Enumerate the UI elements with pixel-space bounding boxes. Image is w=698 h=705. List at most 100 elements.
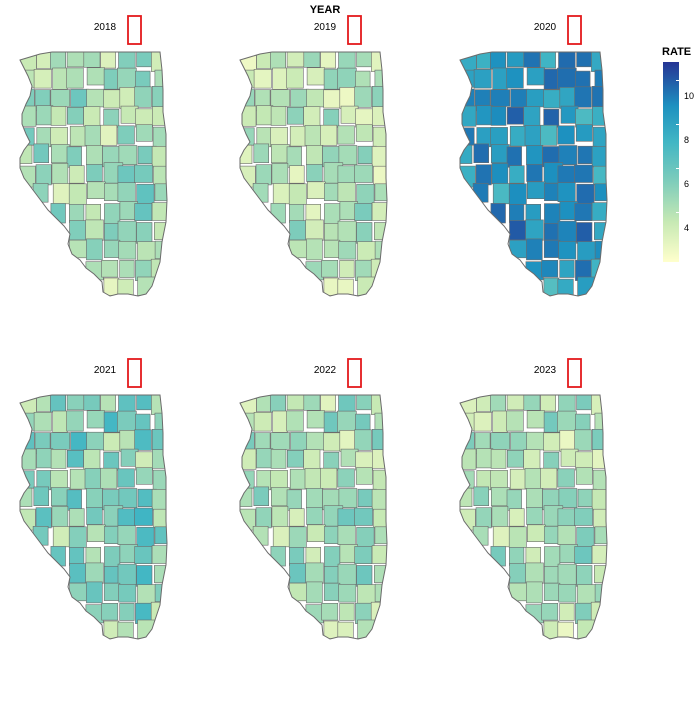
county xyxy=(69,125,87,147)
county xyxy=(523,395,541,411)
county xyxy=(591,429,607,451)
county xyxy=(526,67,545,86)
county xyxy=(305,604,324,624)
county xyxy=(575,108,593,128)
county xyxy=(338,145,358,166)
state-outline xyxy=(459,394,608,640)
county xyxy=(557,165,575,185)
county xyxy=(594,183,607,202)
county xyxy=(153,508,167,529)
county xyxy=(374,183,387,202)
county xyxy=(540,124,558,146)
county xyxy=(543,451,560,471)
county xyxy=(371,489,387,511)
county xyxy=(489,52,506,70)
county xyxy=(320,52,336,69)
panel-2023: 2023 xyxy=(440,358,650,705)
county xyxy=(356,565,373,587)
county xyxy=(152,449,167,469)
county xyxy=(135,108,153,128)
county xyxy=(118,583,137,603)
county xyxy=(103,277,120,296)
county xyxy=(558,488,578,509)
county xyxy=(460,52,477,73)
county xyxy=(135,467,153,485)
county xyxy=(354,86,372,108)
county xyxy=(87,181,106,200)
county xyxy=(559,260,575,278)
county xyxy=(66,410,84,432)
county xyxy=(67,450,84,468)
county xyxy=(321,259,339,278)
county xyxy=(557,220,577,243)
county xyxy=(286,489,302,511)
panel-title: 2018 xyxy=(93,22,117,33)
county xyxy=(134,546,153,564)
state-outline xyxy=(239,394,388,640)
county xyxy=(490,127,508,147)
county xyxy=(356,526,375,549)
county xyxy=(526,238,543,261)
county xyxy=(135,124,153,142)
county xyxy=(337,410,357,433)
panel-2020: 2020 xyxy=(440,15,650,362)
county xyxy=(525,219,544,241)
county xyxy=(507,450,524,468)
county xyxy=(151,489,167,511)
county xyxy=(355,413,371,432)
county xyxy=(289,547,305,566)
county xyxy=(103,582,121,601)
county xyxy=(591,86,607,108)
county xyxy=(287,107,304,125)
county xyxy=(526,581,543,604)
county xyxy=(460,105,477,127)
county xyxy=(492,183,511,205)
county xyxy=(523,52,541,68)
county xyxy=(323,239,341,258)
county xyxy=(103,432,123,452)
county xyxy=(525,261,544,281)
county xyxy=(255,164,272,186)
county xyxy=(87,524,106,543)
county xyxy=(103,239,121,258)
county xyxy=(286,410,304,432)
county xyxy=(323,89,343,109)
county xyxy=(20,144,33,164)
county xyxy=(33,69,52,89)
county xyxy=(476,105,494,126)
county xyxy=(357,241,378,262)
county xyxy=(509,547,525,566)
county xyxy=(508,526,527,548)
county xyxy=(506,146,522,168)
county xyxy=(104,183,120,202)
county xyxy=(558,52,576,71)
county xyxy=(574,86,592,108)
county xyxy=(475,507,492,529)
county xyxy=(356,183,375,206)
county xyxy=(544,546,561,568)
county xyxy=(320,124,338,146)
county xyxy=(271,506,289,528)
panel-2021: 2021 xyxy=(0,358,210,705)
legend-tick-label: 10 xyxy=(684,91,695,101)
county xyxy=(50,432,71,450)
county xyxy=(575,451,593,471)
county xyxy=(20,448,37,470)
county-map xyxy=(459,358,608,640)
county xyxy=(134,203,153,221)
county xyxy=(371,545,387,564)
county xyxy=(100,52,116,69)
county xyxy=(271,163,289,185)
county xyxy=(594,526,607,545)
county xyxy=(323,582,341,601)
county xyxy=(253,69,272,89)
county-map xyxy=(459,15,608,297)
county xyxy=(372,449,387,469)
county xyxy=(355,108,373,128)
county xyxy=(509,165,525,184)
county xyxy=(253,143,269,163)
county xyxy=(320,395,336,412)
county xyxy=(117,410,137,433)
county xyxy=(86,410,105,429)
highlighted-county xyxy=(347,358,362,388)
